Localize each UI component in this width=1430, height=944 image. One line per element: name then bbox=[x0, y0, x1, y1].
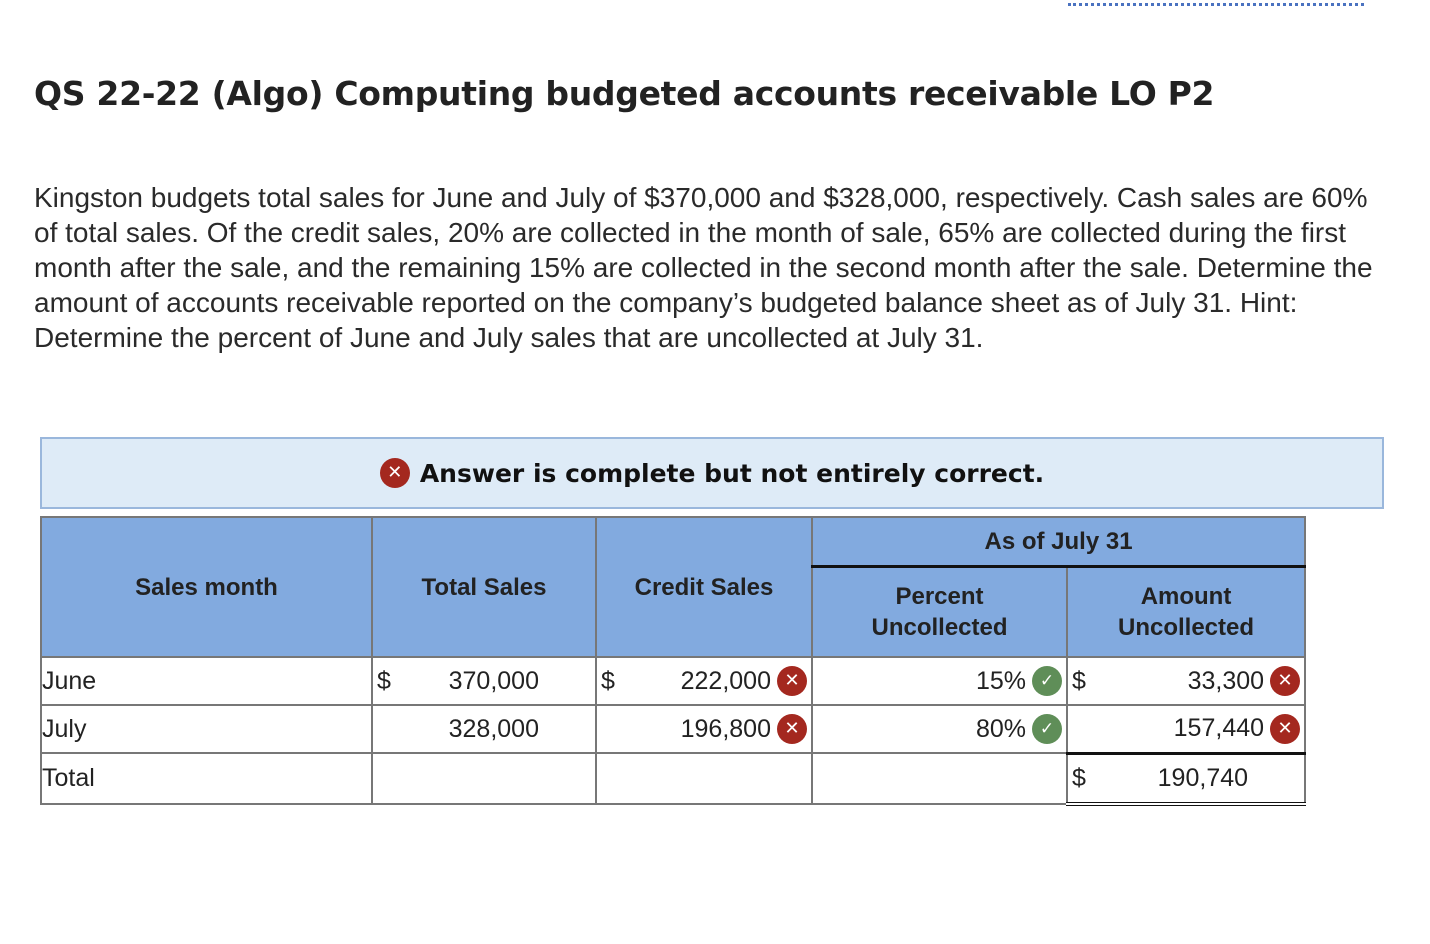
problem-statement: Kingston budgets total sales for June an… bbox=[34, 182, 1373, 353]
total-label-cell: Total bbox=[40, 752, 373, 805]
total-amount-uncollected-input[interactable]: $ 190,740 bbox=[1065, 751, 1307, 806]
feedback-message: Answer is complete but not entirely corr… bbox=[419, 458, 1045, 488]
answer-table: Sales month Total Sales Credit Sales As … bbox=[40, 516, 1307, 806]
amount-uncollected-value: 33,300 bbox=[1187, 666, 1265, 695]
currency-symbol: $ bbox=[1072, 763, 1086, 792]
credit-sales-value: 222,000 bbox=[680, 666, 771, 695]
percent-uncollected-input[interactable]: 80% ✓ bbox=[811, 704, 1068, 754]
total-sales-value: 328,000 bbox=[448, 714, 539, 743]
x-circle-icon: ✕ bbox=[379, 458, 410, 488]
correct-icon: ✓ bbox=[1032, 714, 1062, 744]
total-sales-cell[interactable]: 328,000 bbox=[371, 704, 597, 754]
header-credit-sales: Credit Sales bbox=[595, 516, 813, 658]
correct-icon: ✓ bbox=[1032, 666, 1062, 696]
table-row-total: Total $ 190,740 bbox=[40, 751, 1307, 806]
top-dotted-divider bbox=[1068, 0, 1364, 6]
amount-uncollected-input[interactable]: 157,440 ✕ bbox=[1065, 704, 1307, 754]
incorrect-icon: ✕ bbox=[1270, 713, 1301, 744]
sales-month-cell: July bbox=[40, 704, 373, 754]
header-total-sales: Total Sales bbox=[371, 516, 597, 658]
percent-uncollected-value: 80% bbox=[975, 714, 1026, 743]
percent-uncollected-input[interactable]: 15% ✓ bbox=[811, 656, 1068, 706]
incorrect-icon: ✕ bbox=[1270, 666, 1301, 696]
sales-month-cell: June bbox=[40, 656, 373, 706]
total-sales-cell[interactable]: $ 370,000 bbox=[371, 656, 597, 706]
total-sales-value: 370,000 bbox=[448, 666, 539, 695]
currency-symbol: $ bbox=[1072, 666, 1086, 695]
header-sales-month: Sales month bbox=[40, 516, 373, 658]
feedback-banner: ✕ Answer is complete but not entirely co… bbox=[40, 437, 1384, 509]
table-row-july: July 328,000 196,800 ✕ 80% ✓ bbox=[40, 704, 1307, 754]
credit-sales-value: 196,800 bbox=[680, 714, 771, 743]
question-title: QS 22-22 (Algo) Computing budgeted accou… bbox=[34, 74, 1215, 113]
currency-symbol: $ bbox=[601, 666, 615, 695]
percent-uncollected-value: 15% bbox=[975, 666, 1026, 695]
empty-cell bbox=[595, 752, 813, 805]
amount-uncollected-input[interactable]: $ 33,300 ✕ bbox=[1065, 656, 1307, 706]
currency-symbol: $ bbox=[377, 666, 391, 695]
incorrect-icon: ✕ bbox=[777, 714, 807, 744]
header-as-of-july-31: As of July 31 bbox=[810, 516, 1307, 568]
credit-sales-input[interactable]: $ 222,000 ✕ bbox=[595, 656, 813, 706]
amount-uncollected-value: 157,440 bbox=[1173, 714, 1265, 743]
header-amount-uncollected: Amount Uncollected bbox=[1065, 565, 1307, 658]
table-row-june: June $ 370,000 $ 222,000 ✕ 15% ✓ bbox=[40, 656, 1307, 706]
header-percent-uncollected: Percent Uncollected bbox=[811, 565, 1068, 658]
credit-sales-input[interactable]: 196,800 ✕ bbox=[595, 704, 813, 754]
total-amount-uncollected-value: 190,740 bbox=[1157, 763, 1249, 792]
incorrect-icon: ✕ bbox=[777, 666, 807, 696]
empty-cell bbox=[811, 752, 1068, 805]
empty-cell bbox=[371, 752, 597, 805]
